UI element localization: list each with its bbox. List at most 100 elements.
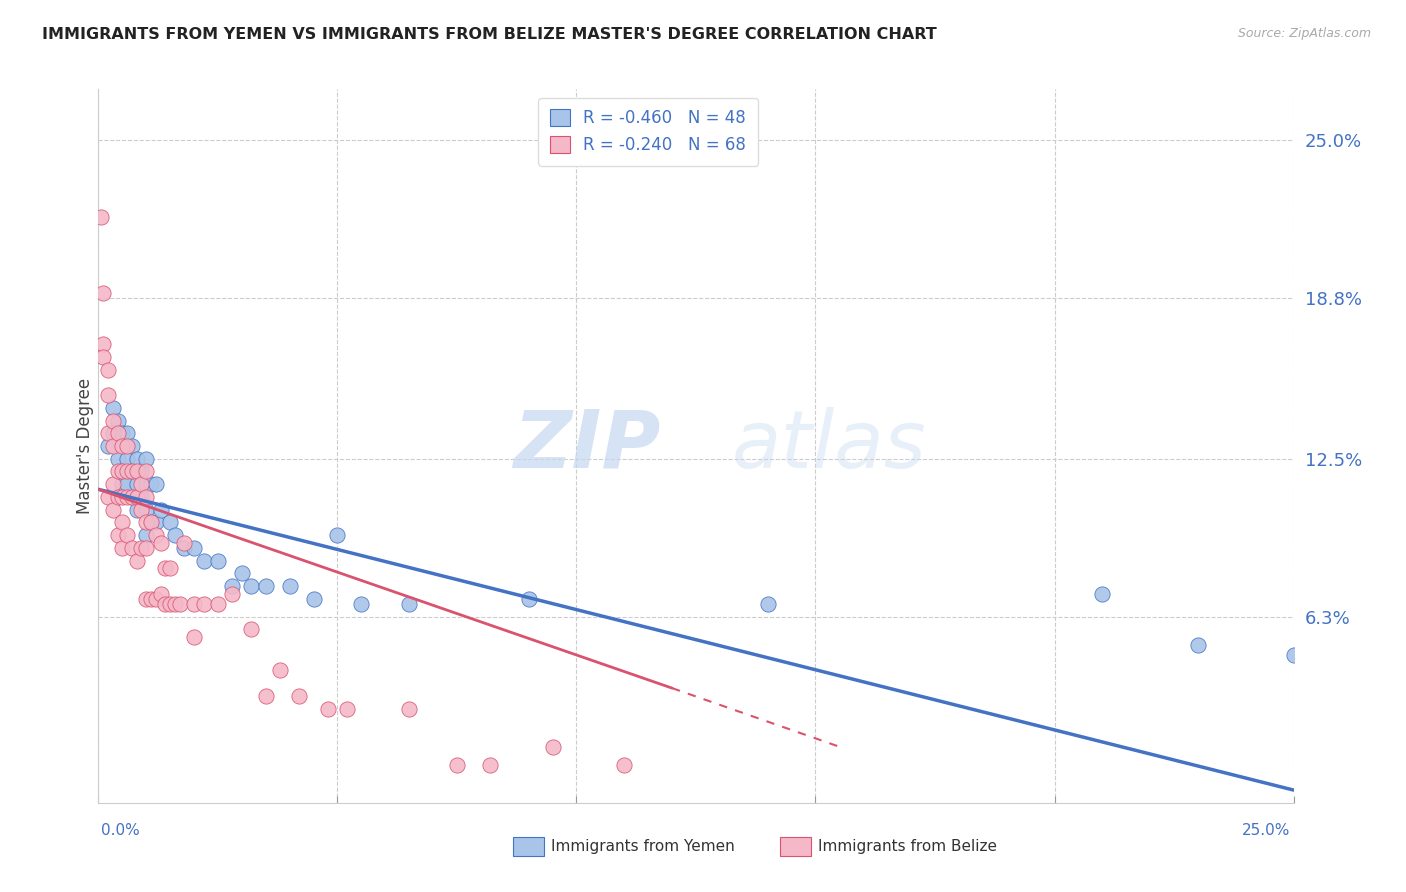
Text: Immigrants from Yemen: Immigrants from Yemen bbox=[551, 839, 735, 854]
Point bbox=[107, 490, 129, 504]
Point bbox=[111, 516, 134, 530]
Point bbox=[101, 401, 124, 415]
Point bbox=[91, 337, 114, 351]
Text: 25.0%: 25.0% bbox=[1243, 823, 1291, 838]
Point bbox=[135, 502, 157, 516]
Text: ZIP: ZIP bbox=[513, 407, 661, 485]
Point bbox=[107, 413, 129, 427]
Point bbox=[97, 388, 120, 402]
Point bbox=[107, 451, 129, 466]
Point bbox=[115, 451, 138, 466]
Point bbox=[254, 689, 277, 703]
Point bbox=[139, 516, 162, 530]
Text: IMMIGRANTS FROM YEMEN VS IMMIGRANTS FROM BELIZE MASTER'S DEGREE CORRELATION CHAR: IMMIGRANTS FROM YEMEN VS IMMIGRANTS FROM… bbox=[42, 27, 936, 42]
Point bbox=[145, 516, 167, 530]
Point bbox=[101, 439, 124, 453]
Point bbox=[231, 566, 253, 581]
Point bbox=[756, 597, 779, 611]
Point bbox=[159, 561, 181, 575]
Point bbox=[97, 490, 120, 504]
Point bbox=[517, 591, 540, 606]
Point bbox=[97, 426, 120, 441]
Point bbox=[125, 477, 148, 491]
Point bbox=[1282, 648, 1305, 662]
Point bbox=[111, 490, 134, 504]
Point bbox=[107, 426, 129, 441]
Point bbox=[125, 554, 148, 568]
Point bbox=[91, 286, 114, 301]
Point bbox=[101, 413, 124, 427]
Point bbox=[183, 630, 205, 644]
Legend: R = -0.460   N = 48, R = -0.240   N = 68: R = -0.460 N = 48, R = -0.240 N = 68 bbox=[538, 97, 758, 166]
Point bbox=[115, 528, 138, 542]
Point bbox=[163, 597, 186, 611]
Point bbox=[398, 701, 420, 715]
Text: 0.0%: 0.0% bbox=[101, 823, 141, 838]
Point bbox=[115, 477, 138, 491]
Point bbox=[135, 591, 157, 606]
Point bbox=[111, 465, 134, 479]
Point bbox=[135, 490, 157, 504]
Point bbox=[149, 536, 172, 550]
Point bbox=[193, 597, 215, 611]
Point bbox=[350, 597, 373, 611]
Point bbox=[125, 451, 148, 466]
Point bbox=[155, 561, 177, 575]
Point bbox=[135, 465, 157, 479]
Point bbox=[446, 757, 468, 772]
Point bbox=[398, 597, 420, 611]
Point bbox=[240, 579, 263, 593]
Point bbox=[121, 465, 143, 479]
Point bbox=[97, 439, 120, 453]
Point bbox=[149, 502, 172, 516]
Text: atlas: atlas bbox=[733, 407, 927, 485]
Point bbox=[1187, 638, 1209, 652]
Point bbox=[121, 541, 143, 555]
Point bbox=[101, 477, 124, 491]
Point bbox=[183, 597, 205, 611]
Y-axis label: Master's Degree: Master's Degree bbox=[76, 378, 94, 514]
Point bbox=[145, 477, 167, 491]
Point bbox=[207, 597, 229, 611]
Point bbox=[121, 490, 143, 504]
Point bbox=[613, 757, 636, 772]
Point bbox=[115, 439, 138, 453]
Point bbox=[173, 536, 195, 550]
Point bbox=[125, 465, 148, 479]
Point bbox=[326, 528, 349, 542]
Text: Immigrants from Belize: Immigrants from Belize bbox=[818, 839, 997, 854]
Point bbox=[316, 701, 339, 715]
Point bbox=[207, 554, 229, 568]
Point bbox=[101, 426, 124, 441]
Point bbox=[541, 739, 564, 754]
Point bbox=[302, 591, 325, 606]
Point bbox=[111, 477, 134, 491]
Point bbox=[135, 541, 157, 555]
Point bbox=[115, 465, 138, 479]
Point bbox=[479, 757, 502, 772]
Point bbox=[159, 516, 181, 530]
Point bbox=[163, 528, 186, 542]
Point bbox=[173, 541, 195, 555]
Point bbox=[221, 587, 243, 601]
Point bbox=[135, 516, 157, 530]
Point bbox=[269, 663, 291, 677]
Point bbox=[111, 541, 134, 555]
Point bbox=[139, 516, 162, 530]
Point bbox=[111, 439, 134, 453]
Point bbox=[278, 579, 301, 593]
Point bbox=[135, 451, 157, 466]
Point bbox=[90, 210, 112, 224]
Point bbox=[135, 528, 157, 542]
Point bbox=[221, 579, 243, 593]
Point bbox=[139, 591, 162, 606]
Point bbox=[101, 502, 124, 516]
Point bbox=[125, 502, 148, 516]
Point bbox=[135, 477, 157, 491]
Point bbox=[254, 579, 277, 593]
Point bbox=[91, 350, 114, 364]
Point bbox=[131, 477, 153, 491]
Point bbox=[1091, 587, 1114, 601]
Point bbox=[193, 554, 215, 568]
Point bbox=[336, 701, 359, 715]
